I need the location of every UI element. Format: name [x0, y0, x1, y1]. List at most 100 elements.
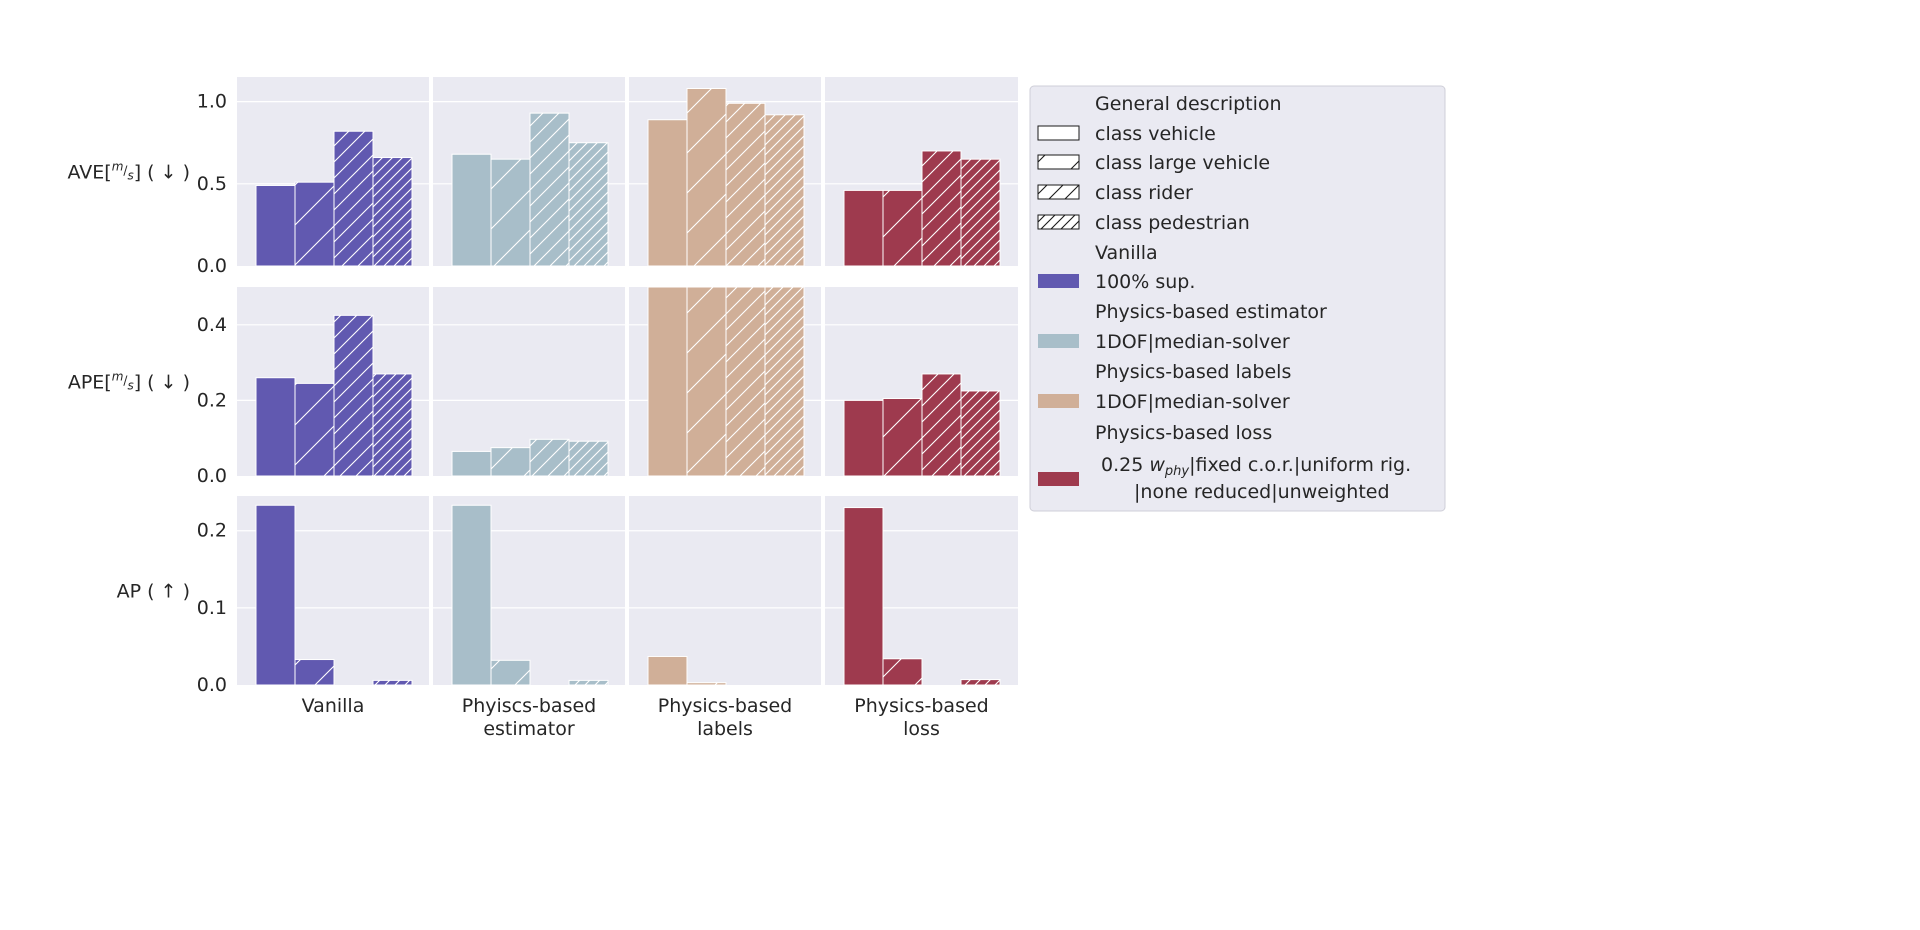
bar-row0-physics-based-loss-class-rider: [921, 150, 962, 267]
svg-text:class pedestrian: class pedestrian: [1095, 212, 1250, 234]
bar-row1-physics-based-loss-class-large-vehicle: [882, 398, 923, 477]
bar-row1-physics-based-labels-class-rider: [725, 286, 766, 477]
ytick-row0-0: 0.0: [197, 255, 227, 277]
bar-row1-physics-based-labels-class-vehicle: [647, 286, 688, 477]
xtick-phyiscs-based-estimator: Phyiscs-based estimator: [462, 695, 596, 740]
bar-row1-phyiscs-based-estimator-class-pedestrian: [568, 440, 609, 477]
bar-row1-vanilla-class-pedestrian: [372, 373, 413, 477]
panel-row2-phyiscs-based-estimator: [433, 496, 625, 686]
ytick-row1-0: 0.0: [197, 465, 227, 487]
bar-row0-phyiscs-based-estimator-class-pedestrian: [568, 142, 609, 267]
svg-text:class vehicle: class vehicle: [1095, 123, 1216, 145]
bar-row0-physics-based-labels-class-rider: [725, 102, 766, 267]
bar-row1-vanilla-class-vehicle: [255, 377, 296, 477]
bar-row1-physics-based-loss-class-rider: [921, 373, 962, 477]
bar-row1-vanilla-class-large-vehicle: [294, 382, 335, 477]
bar-row0-physics-based-labels-class-large-vehicle: [686, 88, 727, 267]
bar-row1-phyiscs-based-estimator-class-vehicle: [451, 450, 492, 477]
bar-row1-physics-based-loss-class-pedestrian: [960, 390, 1001, 477]
bar-row2-physics-based-labels-class-vehicle: [647, 655, 688, 686]
panel-row0-physics-based-labels: [629, 77, 821, 267]
bar-row2-vanilla-class-large-vehicle: [294, 659, 335, 686]
bar-row0-vanilla-class-large-vehicle: [294, 181, 335, 267]
legend-entry-3-class-rider: class rider: [1037, 182, 1193, 204]
panels-layer: [237, 77, 1018, 686]
panel-row0-phyiscs-based-estimator: [433, 77, 625, 267]
legend-entry-0-general-description: General description: [1095, 93, 1282, 115]
ytick-row1-2: 0.4: [197, 314, 227, 336]
ytick-row1-1: 0.2: [197, 389, 227, 411]
svg-text:class large vehicle: class large vehicle: [1095, 152, 1270, 174]
ylabel-row0: AVE[m/s] ( ↓ ): [68, 160, 191, 184]
xtick-physics-based-labels: Physics-based labels: [658, 695, 792, 740]
bar-row0-phyiscs-based-estimator-class-rider: [529, 112, 570, 267]
ytick-row2-2: 0.2: [197, 520, 227, 542]
legend-entry-6-100-sup: 100% sup.: [1038, 271, 1195, 293]
bar-row1-physics-based-labels-class-pedestrian: [764, 286, 805, 477]
svg-text:Physics-based labels: Physics-based labels: [1095, 361, 1291, 383]
svg-text:|none reduced|unweighted: |none reduced|unweighted: [1134, 481, 1390, 503]
ytick-row0-2: 1.0: [197, 91, 227, 113]
bar-row1-phyiscs-based-estimator-class-large-vehicle: [490, 447, 531, 477]
bar-row1-vanilla-class-rider: [333, 314, 374, 477]
bar-row0-phyiscs-based-estimator-class-large-vehicle: [490, 158, 531, 267]
panel-row0-vanilla: [237, 77, 429, 267]
legend-entry-5-vanilla: Vanilla: [1095, 242, 1158, 264]
svg-text:100% sup.: 100% sup.: [1095, 271, 1195, 293]
bar-row2-phyiscs-based-estimator-class-pedestrian: [568, 679, 609, 686]
bar-row2-vanilla-class-vehicle: [255, 504, 296, 686]
bar-row0-physics-based-labels-class-vehicle: [647, 119, 688, 267]
panel-row1-physics-based-labels: [629, 286, 821, 477]
legend-entry-11-physics-based-loss: Physics-based loss: [1095, 422, 1272, 444]
ytick-row0-1: 0.5: [197, 173, 227, 195]
svg-text:General description: General description: [1095, 93, 1282, 115]
panel-row1-phyiscs-based-estimator: [433, 287, 625, 477]
legend-entry-12-0-25-w-phy-fixed-c-o-r-uniform-rig: 0.25 wphy|fixed c.o.r.|uniform rig.|none…: [1038, 454, 1411, 503]
legend-entry-8-1dof-median-solver: 1DOF|median-solver: [1038, 331, 1290, 353]
bar-row0-physics-based-labels-class-pedestrian: [764, 114, 805, 267]
legend-entry-9-physics-based-labels: Physics-based labels: [1095, 361, 1291, 383]
bar-row0-vanilla-class-pedestrian: [372, 157, 413, 267]
bar-row1-physics-based-loss-class-vehicle: [843, 399, 884, 477]
bar-row0-vanilla-class-rider: [333, 130, 374, 267]
bar-row0-physics-based-loss-class-large-vehicle: [882, 189, 923, 267]
legend-entry-7-physics-based-estimator: Physics-based estimator: [1095, 301, 1327, 323]
bar-row2-physics-based-loss-class-pedestrian: [960, 679, 1001, 686]
svg-text:Physics-based estimator: Physics-based estimator: [1095, 301, 1327, 323]
svg-text:Physics-based loss: Physics-based loss: [1095, 422, 1272, 444]
svg-text:0.25 wphy|fixed c.o.r.|uniform: 0.25 wphy|fixed c.o.r.|uniform rig.: [1101, 454, 1411, 479]
ylabel-row1: APE[m/s] ( ↓ ): [68, 370, 190, 394]
bar-row1-physics-based-labels-class-large-vehicle: [686, 286, 727, 477]
bar-row2-physics-based-labels-class-large-vehicle: [686, 682, 727, 686]
xtick-physics-based-loss: Physics-based loss: [854, 695, 988, 740]
bar-row0-physics-based-loss-class-pedestrian: [960, 158, 1001, 267]
legend-entry-4-class-pedestrian: class pedestrian: [1037, 212, 1250, 234]
bar-row2-phyiscs-based-estimator-class-large-vehicle: [490, 659, 531, 686]
bar-row0-vanilla-class-vehicle: [255, 184, 296, 267]
panel-row1-physics-based-loss: [825, 287, 1018, 477]
legend-entry-10-1dof-median-solver: 1DOF|median-solver: [1038, 391, 1290, 413]
bar-row2-phyiscs-based-estimator-class-vehicle: [451, 504, 492, 686]
bar-row2-vanilla-class-pedestrian: [372, 679, 413, 686]
xtick-vanilla: Vanilla: [302, 695, 365, 717]
ytick-row2-1: 0.1: [197, 597, 227, 619]
ytick-row2-0: 0.0: [197, 674, 227, 696]
svg-text:1DOF|median-solver: 1DOF|median-solver: [1095, 331, 1290, 353]
legend: General description class vehicle class la…: [1029, 85, 1446, 512]
bar-row0-physics-based-loss-class-vehicle: [843, 189, 884, 267]
svg-text:class rider: class rider: [1095, 182, 1193, 204]
bar-row0-phyiscs-based-estimator-class-vehicle: [451, 153, 492, 267]
legend-entry-1-class-vehicle: class vehicle: [1037, 123, 1216, 145]
svg-text:1DOF|median-solver: 1DOF|median-solver: [1095, 391, 1290, 413]
panel-row0-physics-based-loss: [825, 77, 1018, 267]
bar-row2-physics-based-loss-class-large-vehicle: [882, 658, 923, 686]
bar-row2-physics-based-loss-class-vehicle: [843, 507, 884, 686]
svg-text:Vanilla: Vanilla: [1095, 242, 1158, 264]
bar-row1-phyiscs-based-estimator-class-rider: [529, 438, 570, 477]
y-axis-labels: 0.0 0.5 1.0 AVE[m/s] ( ↓ ) 0.0 0.2 0.4 APE[m/s]…: [68, 91, 228, 696]
x-tick-labels: Vanilla Phyiscs-based estimator Physics-bas…: [302, 695, 989, 740]
panel-row2-physics-based-loss: [825, 496, 1018, 686]
ylabel-row2: AP ( ↑ ): [117, 581, 190, 603]
legend-entry-2-class-large-vehicle: class large vehicle: [1037, 152, 1270, 174]
